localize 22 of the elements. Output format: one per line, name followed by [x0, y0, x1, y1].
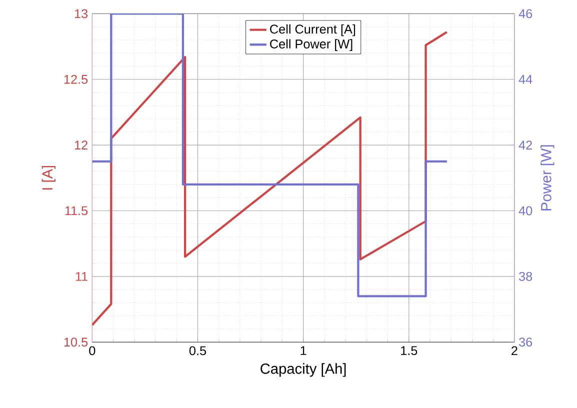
x-tick-label: 0.5 [189, 346, 206, 356]
y-tick-label: 13 [74, 9, 88, 18]
y-axis-title: I [A] [42, 166, 56, 190]
y2-axis-title: Power [W] [540, 145, 554, 211]
y2-tick-label: 42 [518, 140, 532, 150]
y2-tick-label: 46 [518, 9, 532, 18]
y2-tick-label: 36 [519, 338, 532, 347]
x-tick-label: 1 [300, 346, 306, 356]
y2-tick-label: 40 [518, 206, 532, 216]
legend-label: Cell Power [W] [270, 39, 352, 52]
y-tick-label: 11.5 [65, 206, 88, 216]
x-tick-label: 0 [89, 346, 96, 356]
y2-tick-label: 44 [518, 75, 532, 84]
y-tick-label: 12 [74, 140, 88, 150]
legend-label: Cell Current [A] [270, 24, 356, 36]
y-tick-label: 11 [76, 272, 88, 281]
x-tick-label: 2 [512, 346, 518, 356]
y2-tick-label: 38 [519, 272, 532, 282]
y-tick-label: 12.5 [64, 75, 88, 84]
y-tick-label: 10.5 [64, 338, 88, 347]
x-axis-title: Capacity [Ah] [260, 363, 346, 377]
x-tick-label: 1.5 [401, 346, 418, 356]
